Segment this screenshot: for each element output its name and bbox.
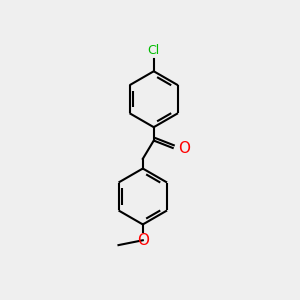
Text: Cl: Cl — [148, 44, 160, 57]
Text: O: O — [178, 141, 190, 156]
Text: O: O — [137, 233, 149, 248]
